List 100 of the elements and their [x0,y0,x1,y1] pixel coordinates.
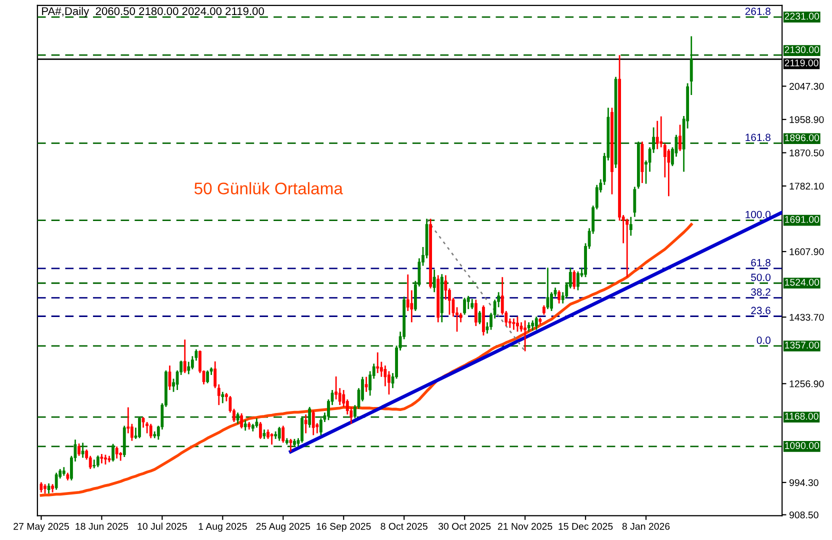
ref-line-label: 1691.00 [785,216,820,223]
text: 50 Günlük Ortalama [194,182,343,194]
candlestick [572,270,576,290]
candlestick [96,454,100,468]
y-tick-label: 1607.90 [790,248,824,256]
candlestick [478,310,482,325]
candlestick [474,298,478,327]
chart-title: PA#,Daily 2060.50 2180.00 2024.00 2119.00 [42,6,264,18]
candlestick [527,322,530,332]
ref-line-label: 2119.00 [784,59,818,66]
x-tick-label: 8 Oct 2025 [380,522,428,530]
candlestick [576,270,580,291]
candlestick [168,364,172,391]
line-series [40,223,693,497]
y-tick-label: 1958.90 [790,116,824,124]
y-tick-label: 994.30 [789,479,818,486]
candlestick [542,304,546,316]
candlestick [289,438,292,452]
candlestick [112,443,114,462]
y-tick-label: 1870.50 [790,149,824,156]
annotation: 0.0 [756,336,771,344]
candlestick [240,412,244,430]
candlestick [92,458,96,469]
x-tick-label: 16 Sep 2025 [316,522,371,532]
y-tick-label: 908.50 [789,511,818,518]
annotation: 38.2 [751,288,770,296]
annotation: 50.0 [751,274,771,282]
candlestick [633,186,636,218]
candlestick [259,421,262,440]
candlestick [81,442,84,458]
x-tick-label: 27 May 2025 [14,522,69,532]
candlestick [312,410,315,436]
candlestick [524,320,526,352]
candlestick [262,428,266,440]
x-tick-label: 21 Nov 2025 [498,522,552,530]
y-tick-label: 2047.30 [790,82,824,90]
candlestick [512,318,516,330]
x-tick-label: 10 Jul 2025 [138,522,187,530]
candlestick [100,453,104,464]
candlestick [40,482,43,494]
x-tick-label: 30 Oct 2025 [438,522,491,530]
candlestick [149,423,152,439]
candlestick [531,320,534,332]
candlestick [255,418,258,428]
candlestick [47,482,50,494]
candlestick [138,416,141,439]
candlestick [300,416,304,444]
candlestick [221,391,224,404]
candlestick [338,387,342,406]
ref-line-label: 1090.00 [785,442,820,450]
candlestick [629,216,632,236]
candlestick [78,442,80,457]
candlestick [304,414,308,434]
candlestick [126,406,130,434]
candlestick [236,412,240,425]
candlestick [244,419,247,432]
annotation: 100.0 [746,210,771,218]
candlestick [432,268,436,293]
y-tick-label: 1782.10 [790,182,824,190]
y-tick-label: 1256.90 [790,380,824,388]
candlestick [270,432,274,446]
annotation: 23.6 [751,306,770,314]
ref-line-label: 1357.00 [785,342,820,349]
candlestick [282,425,285,444]
x-tick-label: 1 Aug 2025 [198,522,247,532]
candlestick [558,290,561,304]
candlestick [534,316,538,330]
candlestick [516,316,519,332]
ref-line-label: 2231.00 [784,12,820,20]
candlestick [470,298,474,310]
candlestick [626,218,629,278]
x-tick-label: 18 Jun 2025 [76,522,128,530]
annotation: 261.8 [745,8,770,16]
annotation: 161.8 [746,134,770,142]
candlestick [459,312,462,323]
candlestick [115,446,118,460]
candlestick [104,454,107,466]
candlestick [206,370,209,384]
candlestick [656,120,659,150]
y-tick-label: 1433.70 [790,314,824,321]
ref-line-label: 1168.00 [785,412,818,420]
candlestick [376,352,380,374]
ref-line-label: 1524.00 [785,278,820,286]
candlestick [44,483,46,494]
ref-line-label: 2130.00 [784,46,820,54]
candlestick [308,406,312,428]
x-tick-label: 15 Dec 2025 [558,522,613,530]
candlestick [183,338,186,374]
candlestick [546,267,550,310]
candlestick [146,421,149,434]
candlestick [384,364,387,387]
candlestick [463,297,466,316]
x-tick-label: 8 Jan 2026 [622,522,670,530]
candlestick [54,472,58,490]
ref-line-label: 1896.00 [785,134,820,142]
annotation: 61.8 [751,259,770,266]
candlestick [444,274,448,300]
candlestick [364,376,368,393]
candlestick [278,426,281,442]
x-tick-label: 25 Aug 2025 [256,522,310,532]
